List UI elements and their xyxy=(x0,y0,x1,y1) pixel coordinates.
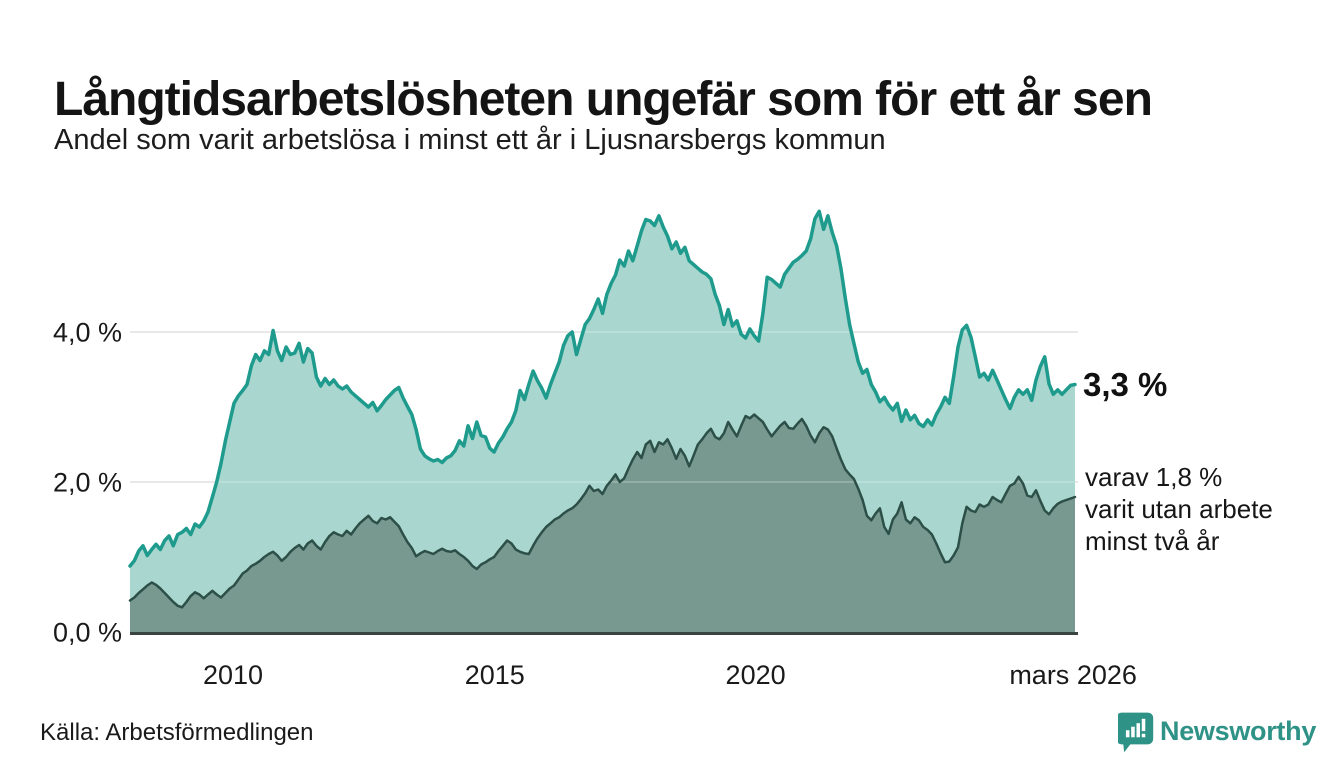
source-credit: Källa: Arbetsförmedlingen xyxy=(40,719,314,746)
area-fill-unemployed-2yr xyxy=(130,414,1075,632)
x-tick-label: 2010 xyxy=(203,660,263,690)
series-line-unemployed-1yr xyxy=(128,209,1077,568)
brand-name: Newsworthy xyxy=(1160,716,1317,746)
y-axis-labels: 0,0 % 2,0 % 4,0 % xyxy=(53,318,122,648)
y-tick-label: 0,0 % xyxy=(53,618,122,648)
chart-subtitle: Andel som varit arbetslösa i minst ett å… xyxy=(54,124,886,156)
gridlines-overlay xyxy=(130,331,1078,483)
y-tick-label: 4,0 % xyxy=(53,318,122,348)
x-tick-label: 2015 xyxy=(465,660,525,690)
series-line-unemployed-2yr xyxy=(128,413,1077,609)
secondary-value-label: varav 1,8 % varit utan arbete minst två … xyxy=(1085,461,1273,557)
brand-logo: Newsworthy xyxy=(1116,708,1328,758)
x-tick-label: 2020 xyxy=(726,660,786,690)
latest-value-label: 3,3 % xyxy=(1083,366,1168,403)
secondary-value-line: minst två år xyxy=(1085,526,1220,556)
x-tick-label: mars 2026 xyxy=(1009,660,1137,690)
page-title: Långtidsarbetslösheten ungefär som för e… xyxy=(54,73,1153,127)
x-axis-labels: 2010 2015 2020 mars 2026 xyxy=(203,660,1137,690)
newsworthy-icon xyxy=(1116,712,1154,753)
secondary-value-line: varit utan arbete xyxy=(1085,494,1273,524)
y-tick-label: 2,0 % xyxy=(53,468,122,498)
secondary-value-line: varav 1,8 % xyxy=(1085,462,1223,492)
